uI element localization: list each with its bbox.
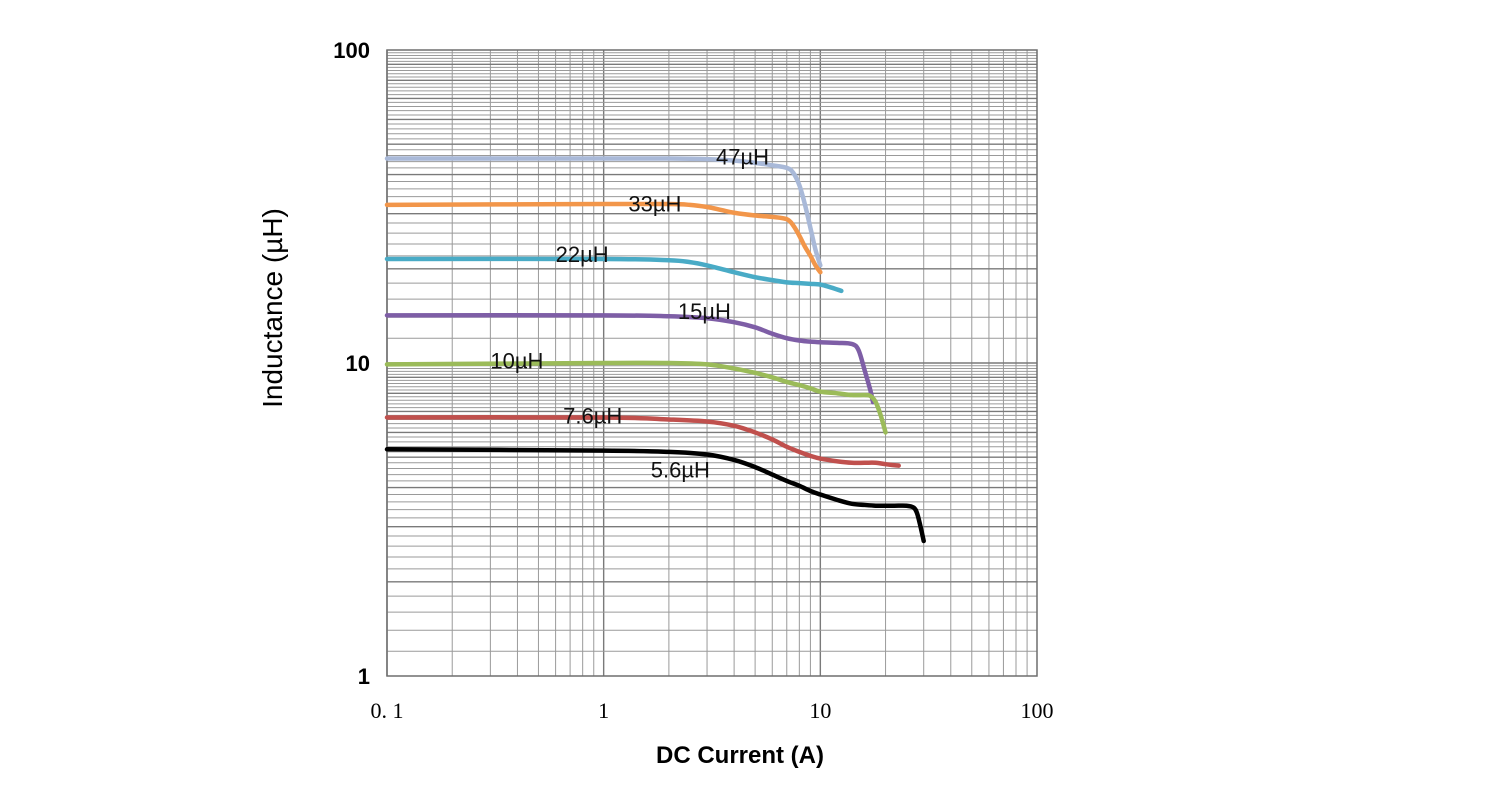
grid [386, 50, 1037, 676]
x-axis-label: DC Current (A) [656, 742, 824, 769]
y-tick-label: 100 [333, 38, 370, 63]
series-line-2 [384, 256, 844, 294]
x-tick-label: 10 [809, 698, 831, 723]
series-label-3: 15µH [678, 299, 731, 324]
y-axis-ticks: 1 10 100 [333, 38, 370, 689]
series-label-4: 10µH [490, 349, 543, 374]
series-line-3 [384, 313, 876, 405]
series-line-6 [384, 447, 926, 544]
curve-labels: 47µH 33µH 22µH 15µH 10µH 7.6µH 5.6µH [490, 145, 769, 483]
y-axis-label: Inductance (µH) [257, 208, 288, 408]
x-axis-ticks: 0. 1 1 10 100 [371, 698, 1054, 723]
series-line-4 [384, 360, 888, 435]
series-line-1 [384, 201, 823, 275]
series-label-2: 22µH [556, 242, 609, 267]
x-tick-label: 1 [598, 698, 609, 723]
y-tick-label: 1 [358, 664, 370, 689]
series-line-0 [384, 156, 823, 268]
series-label-1: 33µH [628, 191, 681, 216]
series-label-6: 5.6µH [651, 458, 710, 483]
series-label-0: 47µH [716, 145, 769, 170]
x-tick-label: 0. 1 [371, 698, 404, 723]
x-tick-label: 100 [1021, 698, 1054, 723]
series-line-5 [384, 415, 901, 468]
curves [384, 156, 926, 544]
series-label-5: 7.6µH [563, 404, 622, 429]
y-tick-label: 10 [346, 351, 370, 376]
